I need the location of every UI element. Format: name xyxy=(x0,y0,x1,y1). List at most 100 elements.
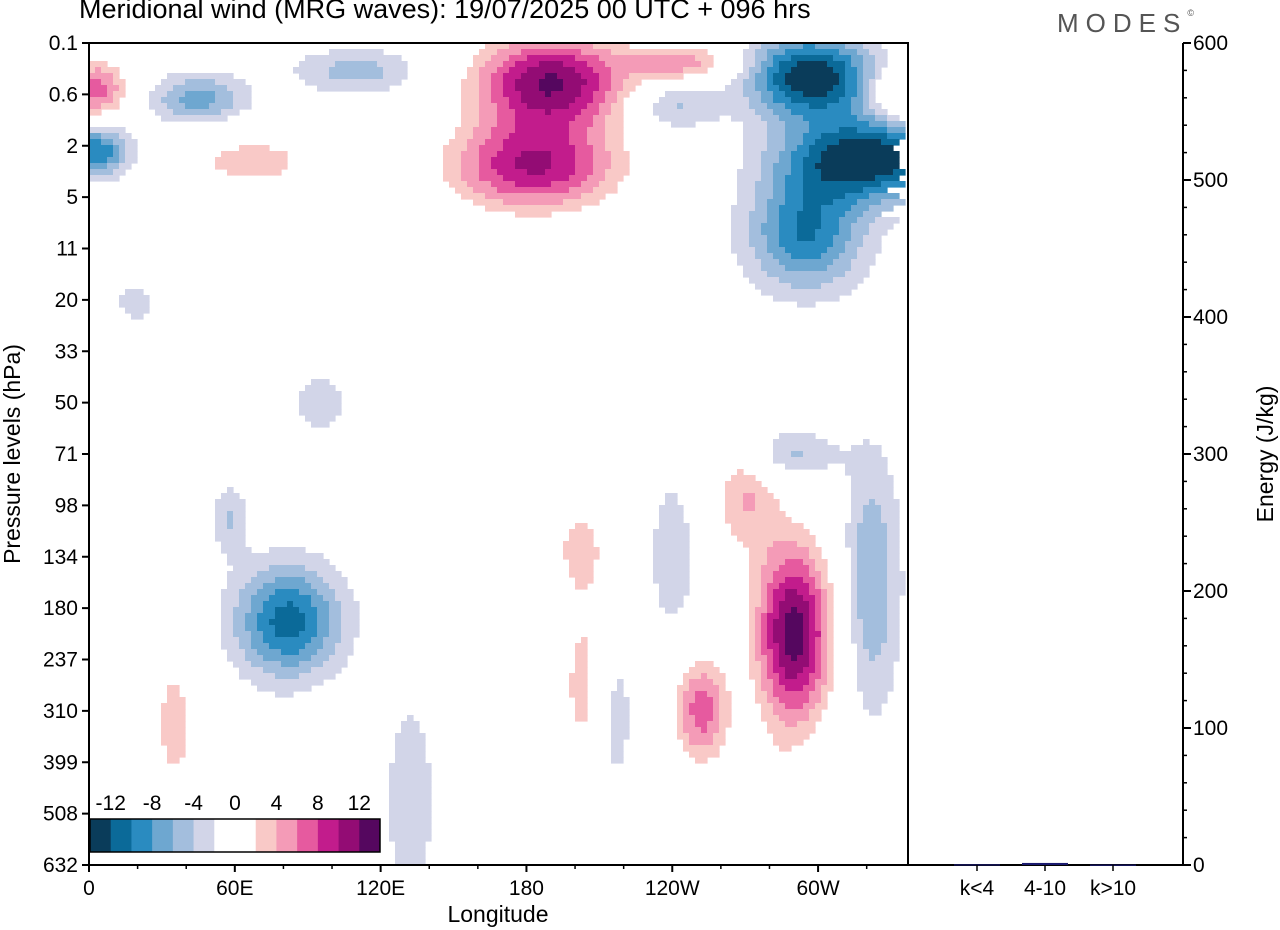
heatmap-cell xyxy=(779,661,810,668)
heatmap-cell xyxy=(311,655,330,662)
heatmap-cell xyxy=(581,109,600,116)
heatmap-cell xyxy=(785,649,804,656)
heatmap-cell xyxy=(761,43,780,50)
heatmap-cell xyxy=(875,67,882,74)
heatmap-cell xyxy=(797,229,816,236)
heatmap-cell xyxy=(575,163,594,170)
heatmap-cell xyxy=(785,703,804,710)
heatmap-cell xyxy=(479,97,492,104)
heatmap-cell xyxy=(851,607,858,614)
heatmap-cell xyxy=(479,151,498,158)
heatmap-cell xyxy=(221,631,234,638)
heatmap-cell xyxy=(611,709,630,716)
heatmap-cell xyxy=(785,103,810,110)
heatmap-cell xyxy=(473,199,504,206)
heatmap-cell xyxy=(857,685,894,692)
heatmap-cell xyxy=(809,673,822,680)
heatmap-cell xyxy=(857,247,882,254)
heatmap-cell xyxy=(761,661,768,668)
heatmap-cell xyxy=(161,727,186,734)
energy-tick-label: 200 xyxy=(1193,580,1228,603)
heatmap-cell xyxy=(575,709,588,716)
heatmap-cell xyxy=(821,133,888,140)
heatmap-cell xyxy=(767,79,774,86)
heatmap-cell xyxy=(233,607,252,614)
heatmap-cell xyxy=(485,61,504,68)
heatmap-cell xyxy=(845,85,858,92)
heatmap-cell xyxy=(803,199,834,206)
heatmap-cell xyxy=(107,85,120,92)
heatmap-cell xyxy=(575,661,588,668)
heatmap-cell xyxy=(767,655,774,662)
heatmap-cell xyxy=(563,79,588,86)
heatmap-cell xyxy=(725,511,786,518)
heatmap-cell xyxy=(857,547,888,554)
heatmap-cell xyxy=(863,625,888,632)
heatmap-cell xyxy=(773,703,786,710)
heatmap-cell xyxy=(581,181,600,188)
heatmap-cell xyxy=(311,379,330,386)
heatmap-cell xyxy=(113,97,120,104)
heatmap-cell xyxy=(857,127,888,134)
heatmap-cell xyxy=(245,613,258,620)
heatmap-cell xyxy=(845,79,858,86)
heatmap-cell xyxy=(845,463,888,470)
heatmap-cell xyxy=(779,205,804,212)
heatmap-cell xyxy=(815,619,822,626)
energy-axis-label: Energy (J/kg) xyxy=(1252,386,1278,523)
heatmap-cell xyxy=(863,109,876,116)
heatmap-cell xyxy=(575,697,588,704)
heatmap-cell xyxy=(869,49,888,56)
heatmap-cell xyxy=(161,715,186,722)
heatmap-cell xyxy=(581,637,588,644)
heatmap-cell xyxy=(779,643,786,650)
heatmap-cell xyxy=(299,661,324,668)
heatmap-cell xyxy=(335,643,354,650)
heatmap-cell xyxy=(581,85,600,92)
heatmap-cell xyxy=(551,181,582,188)
heatmap-cell xyxy=(845,193,870,200)
heatmap-cell xyxy=(593,43,630,50)
heatmap-cell xyxy=(731,205,756,212)
heatmap-cell xyxy=(851,559,858,566)
heatmap-cell xyxy=(869,649,882,656)
heatmap-cell xyxy=(761,631,768,638)
heatmap-cell xyxy=(779,235,798,242)
heatmap-cell xyxy=(89,79,102,86)
heatmap-cell xyxy=(479,73,492,80)
heatmap-cell xyxy=(653,541,690,548)
heatmap-cell xyxy=(659,583,690,590)
logo-mark: © xyxy=(1187,8,1194,19)
heatmap-cell xyxy=(743,265,762,272)
heatmap-cell xyxy=(755,649,762,656)
heatmap-cell xyxy=(761,157,780,164)
heatmap-cell xyxy=(611,109,624,116)
heatmap-cell xyxy=(587,61,606,68)
heatmap-cell xyxy=(479,85,492,92)
heatmap-cell xyxy=(479,109,498,116)
heatmap-cell xyxy=(857,553,888,560)
heatmap-cell xyxy=(569,121,594,128)
heatmap-cell xyxy=(821,691,828,698)
heatmap-cell xyxy=(737,259,762,266)
heatmap-cell xyxy=(461,163,480,170)
heatmap-cell xyxy=(101,133,120,140)
heatmap-cell xyxy=(611,79,624,86)
colorbar-swatch xyxy=(214,819,236,852)
colorbar-label: -4 xyxy=(184,792,203,815)
heatmap-cell xyxy=(299,73,330,80)
heatmap-cell xyxy=(863,211,882,218)
heatmap-cell xyxy=(761,151,780,158)
heatmap-cell xyxy=(863,61,876,68)
heatmap-cell xyxy=(251,679,324,686)
heatmap-cell xyxy=(821,613,828,620)
heatmap-cell xyxy=(869,709,882,716)
heatmap-cell xyxy=(713,679,726,686)
heatmap-cell xyxy=(239,637,252,644)
heatmap-cell xyxy=(845,523,858,530)
heatmap-cell xyxy=(233,523,246,530)
heatmap-cell xyxy=(887,607,900,614)
heatmap-cell xyxy=(839,49,858,56)
heatmap-cell xyxy=(611,163,630,170)
heatmap-cell xyxy=(683,679,690,686)
